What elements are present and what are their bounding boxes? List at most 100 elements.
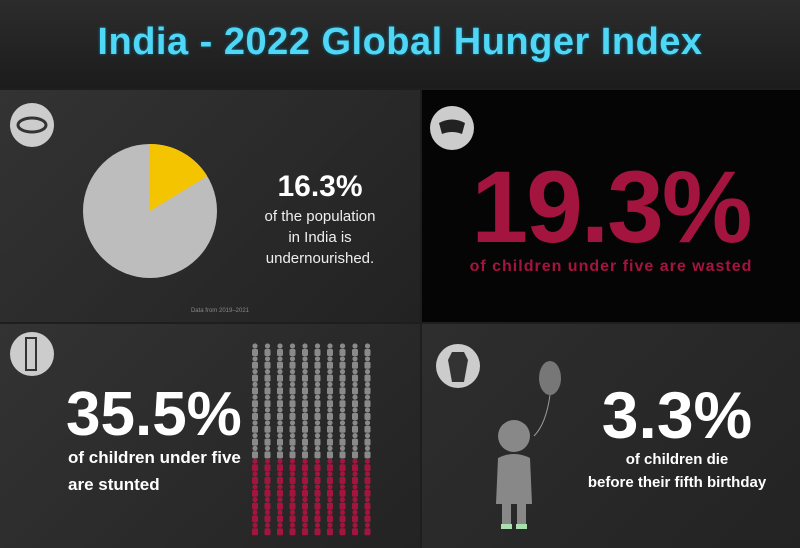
pictogram-body bbox=[339, 451, 346, 459]
pictogram-body bbox=[264, 502, 271, 510]
pictogram-body bbox=[264, 438, 271, 446]
pictogram-body bbox=[277, 464, 283, 472]
balloon-string bbox=[533, 394, 551, 437]
pictogram-body bbox=[364, 438, 371, 446]
pictogram-head bbox=[264, 445, 271, 451]
pictogram-body bbox=[339, 489, 346, 497]
pictogram-body bbox=[314, 528, 321, 536]
pictogram-head bbox=[327, 497, 333, 503]
pictogram-head bbox=[277, 407, 283, 413]
pictogram-head bbox=[352, 497, 358, 503]
pictogram-head bbox=[277, 356, 283, 362]
pictogram-body bbox=[252, 451, 258, 459]
pictogram-body bbox=[264, 361, 271, 369]
pictogram-head bbox=[364, 497, 371, 503]
pictogram-head bbox=[364, 458, 371, 464]
pictogram-body bbox=[352, 400, 358, 408]
pictogram-body bbox=[289, 515, 296, 523]
pictogram-head bbox=[277, 343, 283, 349]
pictogram-body bbox=[364, 528, 371, 536]
pictogram-head bbox=[252, 497, 258, 503]
pictogram-body bbox=[302, 361, 308, 369]
pictogram-head bbox=[252, 509, 258, 515]
pictogram-body bbox=[364, 387, 371, 395]
pictogram-body bbox=[339, 349, 346, 356]
pictogram-body bbox=[364, 361, 371, 369]
pictogram-body bbox=[352, 425, 358, 433]
pictogram-head bbox=[364, 433, 371, 439]
pictogram-head bbox=[352, 522, 358, 528]
pictogram-head bbox=[364, 471, 371, 477]
icon-bg bbox=[10, 103, 54, 147]
pictogram-head bbox=[339, 509, 346, 515]
pictogram-head bbox=[314, 497, 321, 503]
pictogram-head bbox=[289, 407, 296, 413]
pictogram-head bbox=[327, 407, 333, 413]
pictogram-body bbox=[264, 528, 271, 536]
pictogram-head bbox=[352, 369, 358, 375]
pictogram-body bbox=[252, 502, 258, 510]
pictogram-body bbox=[364, 489, 371, 497]
pictogram-head bbox=[252, 394, 258, 400]
pictogram-body bbox=[302, 425, 308, 433]
pictogram-head bbox=[289, 343, 296, 349]
pictogram-head bbox=[339, 381, 346, 387]
pictogram-body bbox=[339, 502, 346, 510]
pictogram-body bbox=[327, 374, 333, 382]
pictogram-body bbox=[302, 528, 308, 536]
pictogram-head bbox=[277, 522, 283, 528]
pictogram-body bbox=[277, 515, 283, 523]
pictogram-body bbox=[264, 515, 271, 523]
pictogram-body bbox=[277, 349, 283, 356]
pictogram-head bbox=[327, 343, 333, 349]
pictogram-head bbox=[277, 509, 283, 515]
pictogram-body bbox=[289, 438, 296, 446]
pictogram-body bbox=[352, 528, 358, 536]
pictogram-head bbox=[339, 394, 346, 400]
pictogram-head bbox=[277, 420, 283, 426]
pictogram-head bbox=[289, 445, 296, 451]
pictogram-head bbox=[339, 458, 346, 464]
pictogram-body bbox=[252, 400, 258, 408]
pictogram-body bbox=[352, 502, 358, 510]
child-figure bbox=[436, 344, 561, 529]
pictogram-head bbox=[277, 445, 283, 451]
pictogram-head bbox=[252, 522, 258, 528]
pictogram-body bbox=[264, 451, 271, 459]
pictogram-body bbox=[314, 489, 321, 497]
pictogram-head bbox=[264, 522, 271, 528]
pictogram-head bbox=[364, 356, 371, 362]
pictogram-body bbox=[352, 451, 358, 459]
pictogram-body bbox=[352, 387, 358, 395]
pictogram-head bbox=[264, 394, 271, 400]
pictogram-body bbox=[252, 528, 258, 536]
pictogram-head bbox=[352, 433, 358, 439]
pictogram-body bbox=[277, 477, 283, 484]
deaths-value: 3.3% bbox=[601, 378, 753, 452]
pictogram-head bbox=[264, 407, 271, 413]
pictogram-head bbox=[352, 471, 358, 477]
pictogram-head bbox=[327, 433, 333, 439]
pictogram-head bbox=[289, 356, 296, 362]
pictogram-body bbox=[264, 464, 271, 472]
pictogram-head bbox=[314, 420, 321, 426]
pictogram-body bbox=[264, 387, 271, 395]
pictogram-body bbox=[302, 387, 308, 395]
pictogram-head bbox=[339, 471, 346, 477]
pictogram-body bbox=[264, 477, 271, 484]
pictogram-body bbox=[277, 438, 283, 446]
pictogram-head bbox=[314, 381, 321, 387]
pictogram-head bbox=[352, 394, 358, 400]
pictogram-body bbox=[327, 387, 333, 395]
pictogram-body bbox=[352, 515, 358, 523]
pictogram-head bbox=[339, 433, 346, 439]
pictogram-body bbox=[302, 515, 308, 523]
pictogram-head bbox=[277, 381, 283, 387]
pictogram-body bbox=[252, 464, 258, 472]
pictogram-head bbox=[364, 445, 371, 451]
pictogram-head bbox=[289, 497, 296, 503]
pictogram-head bbox=[364, 522, 371, 528]
pictogram-head bbox=[252, 343, 258, 349]
pictogram-body bbox=[302, 502, 308, 510]
pictogram-body bbox=[289, 477, 296, 484]
